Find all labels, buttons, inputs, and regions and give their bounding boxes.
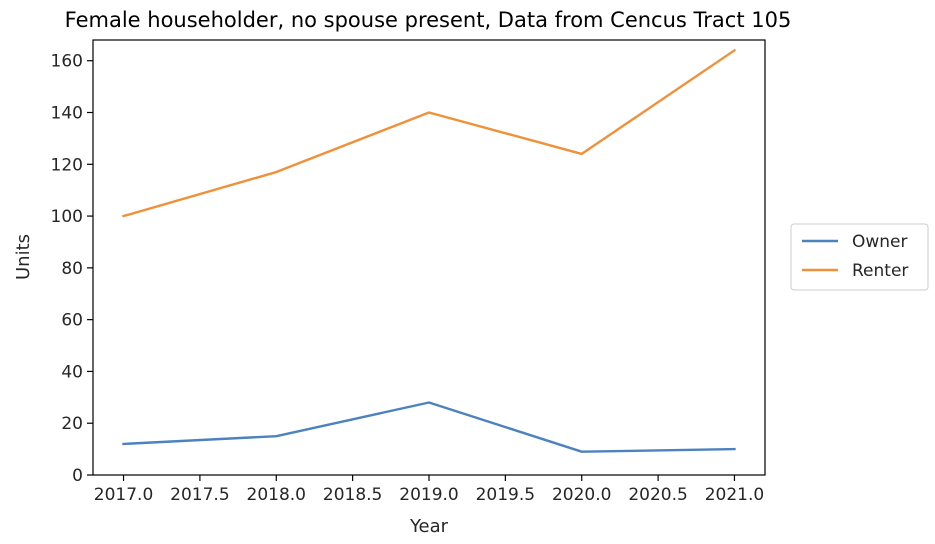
x-tick-label: 2018.0 [247, 485, 306, 505]
legend-label-owner: Owner [852, 232, 908, 252]
x-tick-label: 2017.5 [170, 485, 229, 505]
legend: Owner Renter [790, 223, 929, 291]
chart-title: Female householder, no spouse present, D… [65, 8, 792, 32]
x-tick-label: 2021.0 [705, 485, 764, 505]
y-tick-label: 120 [51, 155, 83, 175]
x-axis-label: Year [409, 516, 449, 537]
x-tick-label: 2018.5 [323, 485, 382, 505]
y-axis: 0 20 40 60 80 100 120 140 160 [51, 52, 93, 486]
series-line-owner [122, 401, 736, 453]
y-tick-label: 60 [61, 311, 83, 331]
series-line-renter [122, 48, 737, 218]
legend-label-renter: Renter [852, 261, 908, 281]
y-tick-label: 20 [61, 414, 83, 434]
x-tick-label: 2017.0 [94, 485, 153, 505]
y-tick-label: 0 [72, 466, 83, 486]
y-tick-label: 80 [61, 259, 83, 279]
y-tick-label: 160 [51, 52, 83, 72]
y-tick-label: 140 [51, 104, 83, 124]
y-tick-label: 40 [61, 362, 83, 382]
x-tick-label: 2020.0 [552, 485, 611, 505]
x-tick-label: 2020.5 [628, 485, 687, 505]
x-tick-label: 2019.5 [476, 485, 535, 505]
y-tick-label: 100 [51, 207, 83, 227]
x-axis: 2017.0 2017.5 2018.0 2018.5 2019.0 2019.5 2020… [94, 475, 764, 505]
plot-frame [92, 39, 766, 476]
y-axis-label: Units [13, 234, 34, 280]
x-tick-label: 2019.0 [399, 485, 458, 505]
plot-lines [122, 48, 737, 453]
